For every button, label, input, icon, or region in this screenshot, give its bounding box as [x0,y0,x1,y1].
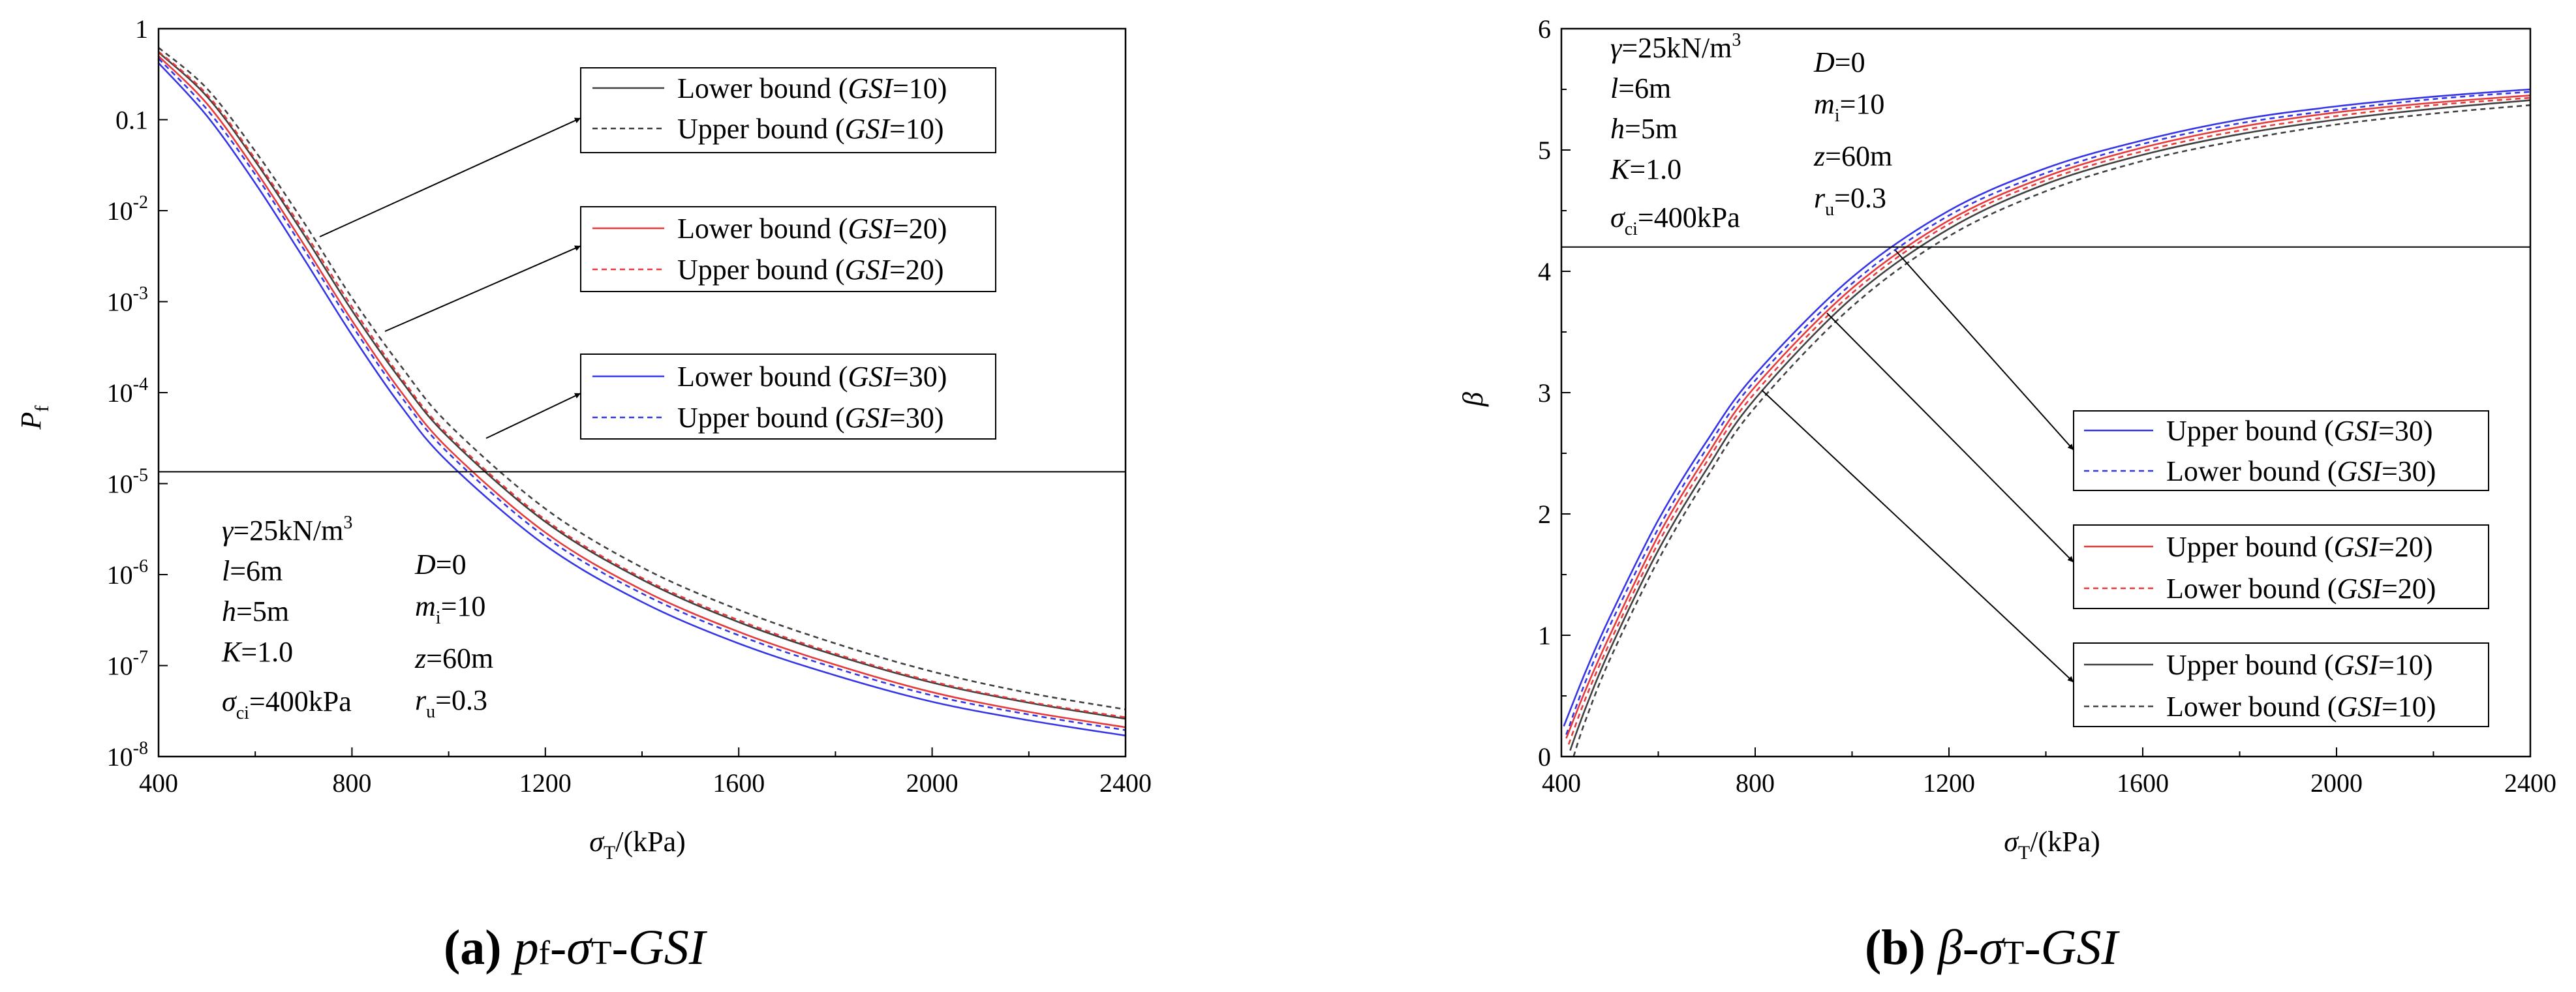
param-line: D=0 [1813,46,1865,78]
param-line: γ=25kN/m3 [222,513,352,547]
y-tick-label: 10-4 [107,374,148,408]
y-tick-label: 2 [1538,500,1551,529]
x-tick-label: 1200 [519,768,572,798]
chart-panel-a: 400 800 1200 1600 2000 2400 10.110-210-310-41… [15,14,1152,864]
param-line: l=6m [222,555,283,587]
annotation-arrow [1895,250,2074,451]
y-tick-label: 10-2 [107,192,148,226]
legend-entry: Upper bound (GSI=10) [677,113,944,145]
y-tick-label: 10-3 [107,284,148,317]
y-tick-label: 10-7 [107,648,148,681]
y-tick-label: 4 [1538,257,1551,286]
x-tick-label: 2000 [906,768,958,798]
x-tick-label: 1600 [2117,768,2169,798]
series-line [159,51,1126,719]
y-tick-label: 10-6 [107,556,148,590]
x-tick-label: 400 [1542,768,1581,798]
y-axis-label-a: Pf [15,406,53,430]
series-line [1572,104,2530,757]
x-tick-label: 2400 [2504,768,2556,798]
series-line [1567,97,2530,745]
x-tick-label: 800 [332,768,371,798]
y-ticks-b: 0 1 2 3 4 5 6 [1538,14,1571,772]
series-lines-b [1563,88,2530,757]
legend-group-a-2: Lower bound (GSI=20) Upper bound (GSI=20… [580,206,996,292]
x-tick-label: 2400 [1099,768,1152,798]
param-line: K=1.0 [1610,153,1681,185]
legend-entry: Upper bound (GSI=20) [677,254,944,286]
legend-entry: Lower bound (GSI=30) [677,361,947,393]
y-tick-label: 3 [1538,378,1551,408]
legend-group-a-1: Lower bound (GSI=10) Upper bound (GSI=10… [580,67,996,153]
legend-entry: Lower bound (GSI=10) [677,72,947,104]
y-tick-label: 0 [1538,742,1551,772]
param-line: ru=0.3 [415,684,487,722]
y-tick-label: 1 [135,14,148,44]
legend-entry: Upper bound (GSI=20) [2166,531,2433,563]
series-line [1565,95,2530,739]
legend-group-b-2: Upper bound (GSI=20) Lower bound (GSI=20… [2073,524,2489,609]
series-lines-a [159,47,1126,737]
caption-a: (a) pf-σT-GSI [444,920,706,975]
x-tick-label: 2000 [2310,768,2363,798]
legend-group-b-1: Upper bound (GSI=30) Lower bound (GSI=30… [2073,410,2489,491]
legend-entry: Lower bound (GSI=20) [677,213,947,245]
param-line: D=0 [414,549,467,580]
param-line: K=1.0 [221,636,293,668]
annotation-arrow [1826,312,2074,563]
y-tick-label: 0.1 [115,106,148,135]
annotation-arrow [485,393,581,439]
legend-entry: Lower bound (GSI=30) [2166,455,2436,487]
annotation-arrow [1761,389,2074,683]
legend-entry: Upper bound (GSI=10) [2166,649,2433,681]
param-line: γ=25kN/m3 [1610,30,1741,64]
param-line: σci=400kPa [1610,202,1740,239]
series-line [1563,88,2530,727]
param-line: h=5m [1610,113,1678,145]
legend-group-a-3: Lower bound (GSI=30) Upper bound (GSI=30… [580,353,996,440]
caption-b: (b) β-σT-GSI [1865,920,2118,975]
param-line: l=6m [1610,72,1671,104]
param-line: mi=10 [415,590,485,628]
param-line: ru=0.3 [1814,182,1886,220]
annotation-arrow [319,117,581,237]
x-tick-label: 400 [139,768,178,798]
x-tick-label: 1200 [1923,768,1975,798]
y-axis-label-b: β [1457,392,1489,407]
parameter-block-a: γ=25kN/m3 l=6m h=5m K=1.0 σci=400kPa D=0… [221,513,493,723]
param-line: h=5m [222,595,289,627]
parameter-block-b: γ=25kN/m3 l=6m h=5m K=1.0 σci=400kPa D=0… [1610,30,1892,239]
x-axis-label-a: σT/(kPa) [589,826,686,864]
param-line: z=60m [1813,140,1892,172]
legend-group-b-3: Upper bound (GSI=10) Lower bound (GSI=10… [2073,642,2489,727]
legend-entry: Upper bound (GSI=30) [2166,415,2433,447]
series-line [159,57,1126,731]
y-ticks-a: 1 0.1 10-2 10-3 10-4 10-5 10-6 10-7 10-8 [107,14,168,772]
x-tick-label: 800 [1736,768,1775,798]
y-tick-label: 10-8 [107,738,148,772]
x-tick-label: 1600 [713,768,765,798]
series-line [159,47,1126,710]
param-line: σci=400kPa [222,685,352,723]
legend-entry: Upper bound (GSI=30) [677,402,944,434]
y-tick-label: 6 [1538,14,1551,44]
param-line: mi=10 [1814,88,1884,126]
y-tick-label: 1 [1538,621,1551,650]
series-line [159,62,1126,737]
y-tick-label: 5 [1538,136,1551,165]
x-ticks-b: 400 800 1200 1600 2000 2400 [1542,747,2556,798]
series-line [1569,99,2530,751]
chart-panel-b: 400 800 1200 1600 2000 2400 0 1 2 3 4 5 6 β σT/(kPa… [1457,14,2556,864]
legend-entry: Lower bound (GSI=10) [2166,691,2436,723]
annotation-arrow [384,245,581,332]
param-line: z=60m [414,642,493,674]
legend-entry: Lower bound (GSI=20) [2166,573,2436,605]
x-ticks-a: 400 800 1200 1600 2000 2400 [139,747,1152,798]
x-axis-label-b: σT/(kPa) [2004,826,2100,864]
series-line [159,52,1126,720]
y-tick-label: 10-5 [107,466,148,499]
series-line [159,55,1126,729]
